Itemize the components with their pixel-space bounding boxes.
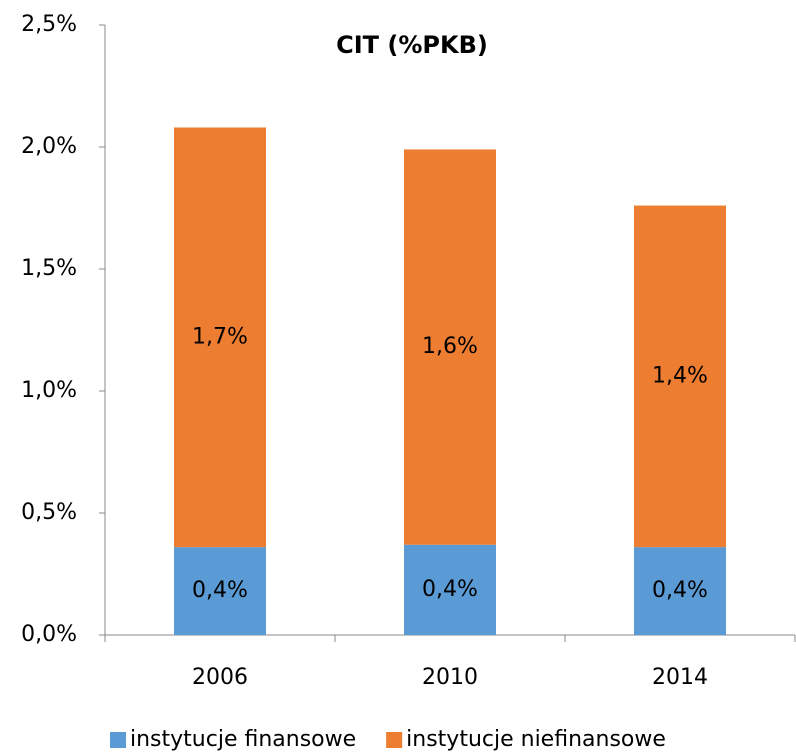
data-label: 0,4% xyxy=(652,578,708,603)
data-label: 0,4% xyxy=(422,577,478,602)
data-label: 1,7% xyxy=(192,324,248,349)
y-tick-label: 2,0% xyxy=(21,134,77,159)
data-label: 0,4% xyxy=(192,578,248,603)
chart-title: CIT (%PKB) xyxy=(336,31,488,59)
bar-segment xyxy=(174,547,266,635)
x-tick-label: 2006 xyxy=(192,665,248,690)
bar-segment xyxy=(174,127,266,548)
bar-segment xyxy=(634,547,726,635)
legend-swatch xyxy=(386,732,403,748)
legend-label: instytucje niefinansowe xyxy=(406,727,666,752)
data-label: 1,4% xyxy=(652,363,708,388)
y-tick-label: 0,5% xyxy=(21,500,77,525)
bar-segment xyxy=(404,149,496,545)
y-tick-label: 0,0% xyxy=(21,622,77,647)
legend-label: instytucje finansowe xyxy=(130,727,356,752)
legend-swatch xyxy=(110,732,126,748)
y-tick-label: 1,5% xyxy=(21,256,77,281)
bar-segment xyxy=(404,544,496,635)
data-label: 1,6% xyxy=(422,334,478,359)
x-tick-label: 2010 xyxy=(422,665,478,690)
y-tick-label: 1,0% xyxy=(21,378,77,403)
bar-segment xyxy=(634,205,726,548)
x-tick-label: 2014 xyxy=(652,665,708,690)
y-tick-label: 2,5% xyxy=(21,12,77,37)
